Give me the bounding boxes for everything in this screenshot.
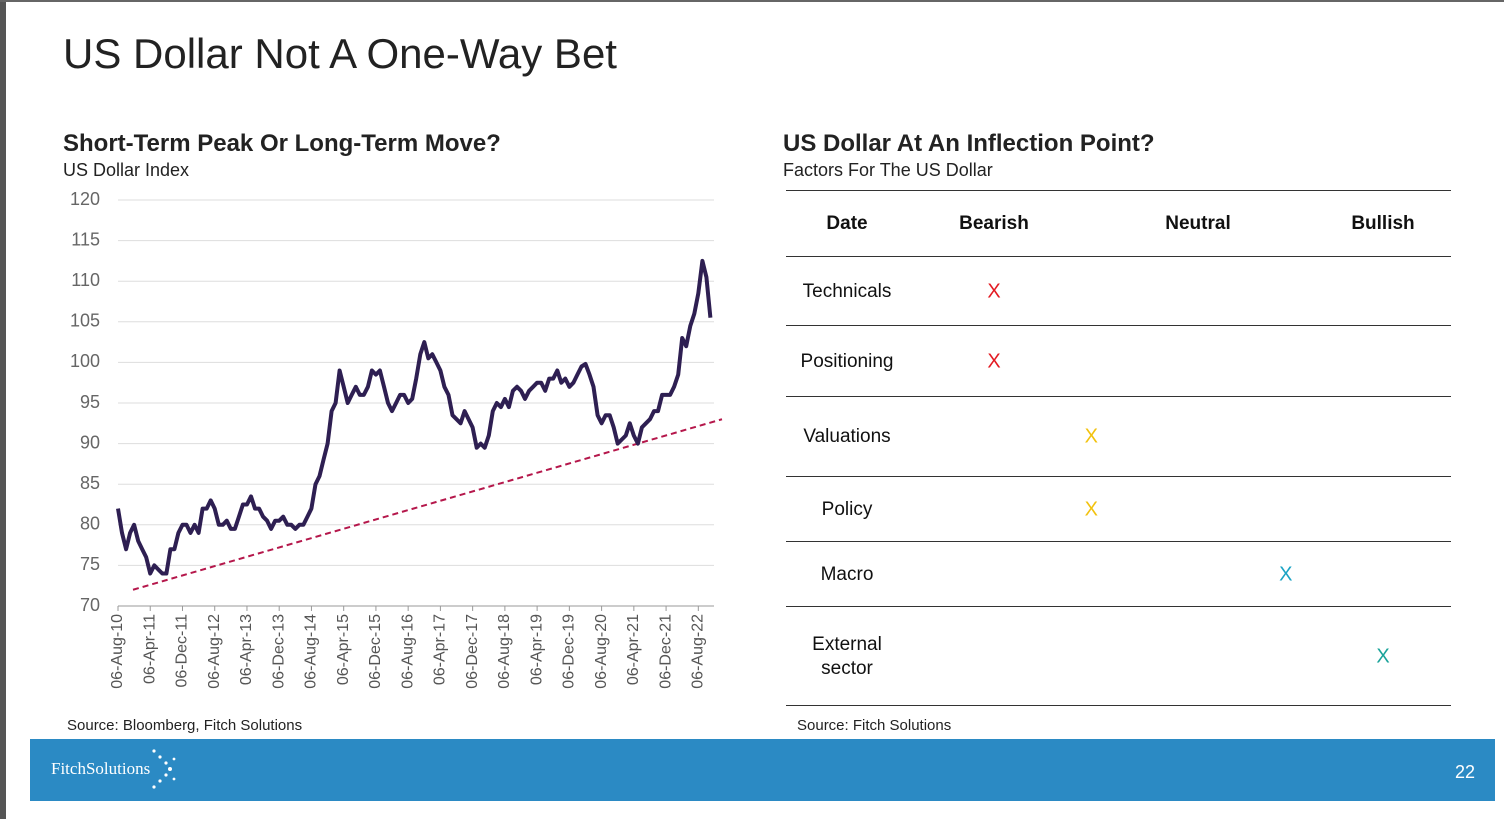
x-tick-label: 06-Apr-19 — [528, 614, 545, 685]
footer-band: FitchSolutions 22 — [30, 739, 1495, 801]
x-tick-label: 06-Aug-10 — [109, 614, 126, 689]
chart-source: Source: Bloomberg, Fitch Solutions — [67, 717, 303, 734]
factor: Technicals — [802, 281, 892, 302]
x-tick-label: 06-Aug-14 — [303, 614, 320, 689]
x-tick-label: 06-Apr-13 — [238, 614, 255, 685]
x-tick-label: 06-Dec-15 — [367, 614, 384, 689]
trend-line — [132, 418, 723, 591]
slide-title: US Dollar Not A One-Way Bet — [63, 30, 617, 77]
rating-mark: X — [1084, 425, 1098, 448]
logo-dots — [152, 749, 176, 789]
logo: FitchSolutions — [51, 759, 151, 778]
chart-title: Short-Term Peak Or Long-Term Move? — [63, 130, 501, 157]
rule — [786, 325, 1451, 326]
x-tick-label: 06-Apr-17 — [432, 614, 449, 685]
rating-mark: X — [987, 350, 1001, 373]
factor: Positioning — [800, 351, 894, 372]
y-tick-label: 90 — [80, 432, 100, 452]
x-tick-label: 06-Apr-21 — [625, 614, 642, 685]
y-tick-label: 100 — [70, 351, 100, 371]
rule — [786, 256, 1451, 257]
y-tick-label: 115 — [71, 229, 100, 249]
table-source: Source: Fitch Solutions — [797, 717, 952, 734]
x-tick-label: 06-Aug-16 — [399, 614, 416, 689]
y-tick-label: 85 — [80, 473, 100, 493]
x-tick-label: 06-Apr-11 — [141, 614, 158, 684]
rule — [786, 190, 1451, 191]
rule — [786, 476, 1451, 477]
x-tick-label: 06-Aug-18 — [496, 614, 513, 689]
rating-mark: X — [987, 280, 1001, 303]
column-header: Date — [826, 213, 868, 234]
page-number: 22 — [1454, 762, 1475, 782]
rating-mark: X — [1279, 563, 1293, 586]
rating-mark: X — [1084, 498, 1098, 521]
line-series — [116, 258, 713, 576]
rule — [786, 606, 1451, 607]
rating-mark: X — [1376, 645, 1390, 668]
y-tick-label: 105 — [70, 311, 100, 331]
table-title: US Dollar At An Inflection Point? — [783, 130, 1155, 157]
left-edge — [0, 0, 6, 819]
column-header: Neutral — [1165, 213, 1231, 234]
x-tick-label: 06-Dec-21 — [657, 614, 674, 689]
x-tick-label: 06-Aug-20 — [593, 614, 610, 689]
y-tick-label: 80 — [80, 514, 100, 534]
column-header: Bullish — [1351, 213, 1415, 234]
x-tick-label: 06-Dec-17 — [464, 614, 481, 689]
chart: 70 75 80 85 90 95 100 105 110 115 120 06-Aug-10 06-A… — [70, 189, 723, 689]
rule — [786, 396, 1451, 397]
x-tick-label: 06-Aug-12 — [206, 614, 223, 689]
rule — [786, 705, 1451, 706]
y-tick-label: 110 — [71, 270, 100, 290]
table-subtitle: Factors For The US Dollar — [783, 160, 993, 180]
chart-subtitle: US Dollar Index — [63, 160, 190, 180]
top-edge — [0, 0, 1504, 2]
x-tick-label: 06-Apr-15 — [335, 614, 352, 685]
factor: Macro — [820, 564, 874, 585]
column-header: Bearish — [959, 213, 1029, 234]
y-tick-label: 75 — [80, 554, 100, 574]
x-tick-label: 06-Aug-22 — [690, 614, 707, 689]
x-tick-label: 06-Dec-19 — [561, 614, 578, 689]
factor: Policy — [821, 499, 873, 520]
x-tick-label: 06-Dec-11 — [174, 614, 191, 688]
rule — [786, 541, 1451, 542]
factor: External sector — [812, 634, 882, 679]
y-tick-label: 120 — [70, 189, 100, 209]
y-tick-label: 70 — [80, 595, 100, 615]
factor: Valuations — [803, 426, 891, 447]
x-tick-label: 06-Dec-13 — [270, 614, 287, 689]
y-tick-label: 95 — [80, 392, 100, 412]
